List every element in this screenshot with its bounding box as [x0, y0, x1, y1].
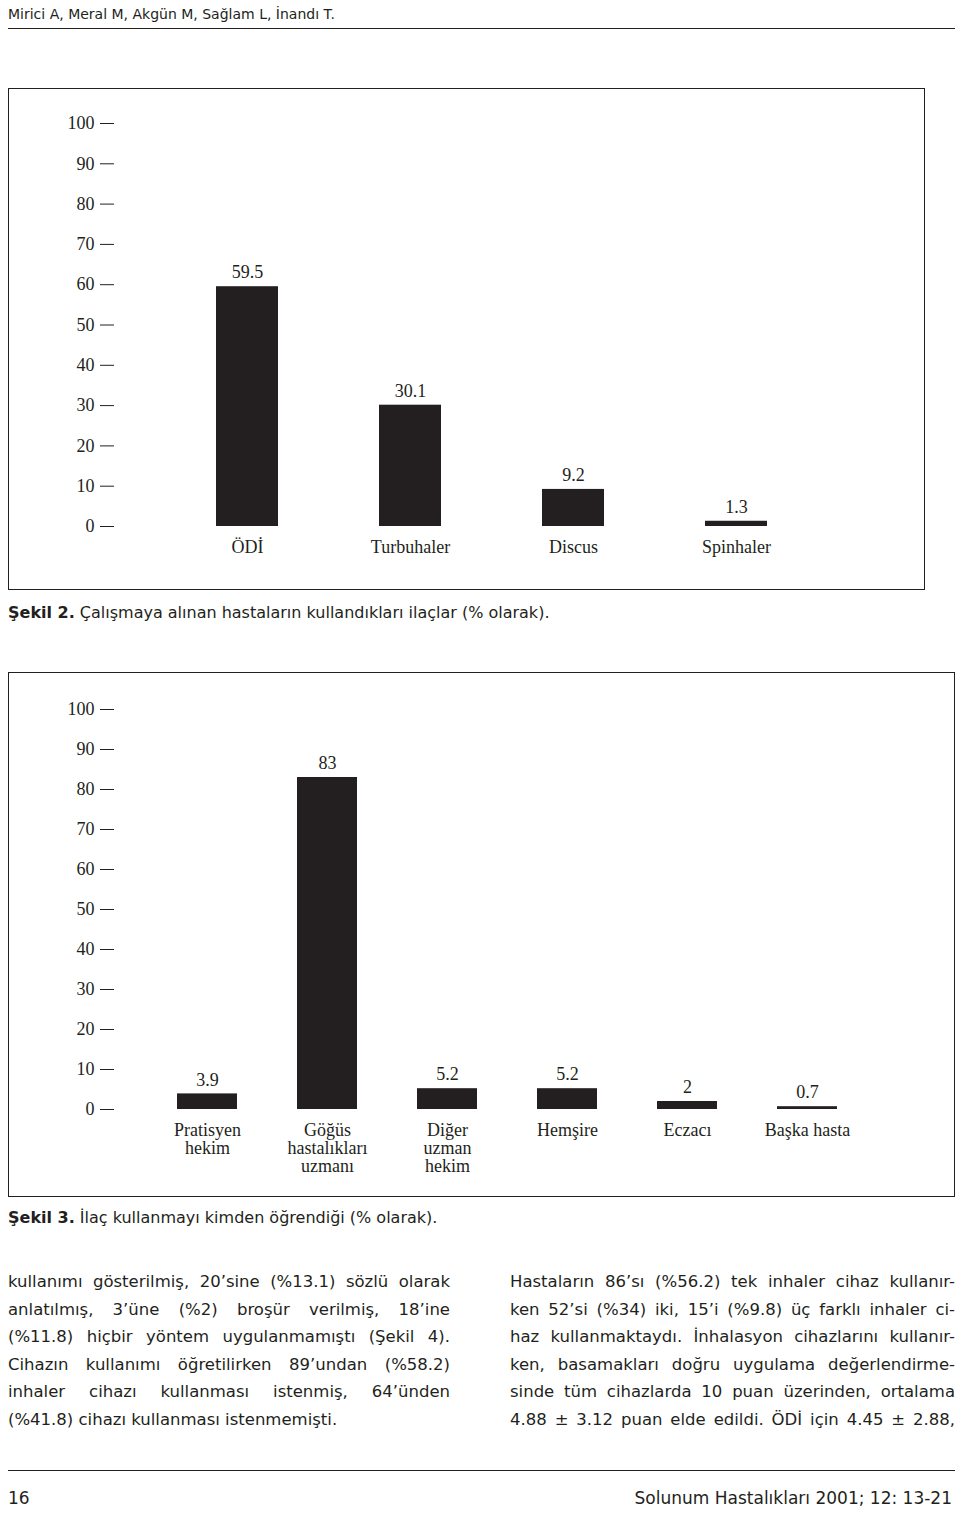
svg-text:30: 30	[77, 395, 95, 415]
svg-text:60: 60	[77, 859, 95, 879]
svg-text:Pratisyenhekim: Pratisyenhekim	[174, 1120, 241, 1158]
svg-text:59.5: 59.5	[232, 262, 264, 282]
html-text:Şekil 3. İlaç kullanmayı kimde: Şekil 3. İlaç kullanmayı kimden öğrendiğ…	[8, 1208, 438, 1227]
svg-text:0.7: 0.7	[796, 1082, 819, 1102]
svg-text:10: 10	[77, 476, 95, 496]
svg-text:Başka hasta: Başka hasta	[765, 1120, 850, 1140]
svg-text:2: 2	[683, 1077, 692, 1097]
svg-text:Turbuhaler: Turbuhaler	[371, 537, 450, 557]
html-text:Cihazın kullanımı öğretilirken: Cihazın kullanımı öğretilirken 89’undan …	[8, 1354, 450, 1374]
svg-text:50: 50	[77, 315, 95, 335]
html-text:ken, basamakları doğru uygulam: ken, basamakları doğru uygulama değerlen…	[510, 1354, 955, 1374]
html-text:kullanımı gösterilmiş, 20’sine: kullanımı gösterilmiş, 20’sine (%13.1) s…	[8, 1272, 450, 1291]
html-text:sinde tüm cihazlarda 10 puan ü: sinde tüm cihazlarda 10 puan üzerinden, …	[510, 1382, 955, 1401]
svg-text:ÖDİ: ÖDİ	[232, 537, 264, 557]
svg-text:9.2: 9.2	[562, 465, 585, 485]
svg-text:80: 80	[77, 779, 95, 799]
svg-text:0: 0	[86, 516, 95, 536]
html-text:16: 16	[8, 1488, 30, 1508]
svg-text:100: 100	[68, 113, 95, 133]
svg-text:40: 40	[77, 355, 95, 375]
svg-text:5.2: 5.2	[436, 1064, 459, 1084]
svg-text:30: 30	[77, 979, 95, 999]
svg-text:Spinhaler: Spinhaler	[702, 537, 771, 557]
svg-text:50: 50	[77, 899, 95, 919]
svg-text:70: 70	[77, 819, 95, 839]
svg-text:100: 100	[68, 699, 95, 719]
html-text:Solunum Hastalıkları 2001; 12:: Solunum Hastalıkları 2001; 12: 13-21	[634, 1488, 952, 1508]
svg-text:60: 60	[77, 274, 95, 294]
svg-text:Discus: Discus	[549, 537, 598, 557]
html-text:haz kullanmaktaydı. İnhalasyon: haz kullanmaktaydı. İnhalasyon cihazları…	[510, 1327, 955, 1346]
svg-text:0: 0	[86, 1099, 95, 1119]
svg-text:1.3: 1.3	[725, 497, 748, 517]
svg-text:80: 80	[77, 194, 95, 214]
svg-text:3.9: 3.9	[196, 1070, 219, 1090]
svg-text:Diğeruzmanhekim: Diğeruzmanhekim	[424, 1120, 472, 1176]
svg-text:20: 20	[77, 1019, 95, 1039]
svg-text:70: 70	[77, 234, 95, 254]
html-text:ken 52’si (%34) iki, 15’i (%9.: ken 52’si (%34) iki, 15’i (%9.8) üç fark…	[510, 1299, 955, 1319]
html-text:Şekil 2. Çalışmaya alınan hast: Şekil 2. Çalışmaya alınan hastaların kul…	[8, 603, 550, 622]
svg-text:20: 20	[77, 436, 95, 456]
html-text:inhaler cihazı kullanması iste: inhaler cihazı kullanması istenmiş, 64’ü…	[8, 1382, 450, 1401]
html-text:Hastaların 86’sı (%56.2) tek i: Hastaların 86’sı (%56.2) tek inhaler cih…	[510, 1272, 955, 1291]
html-text:4.88 ± 3.12 puan elde edildi.: 4.88 ± 3.12 puan elde edildi. ÖDİ için 4…	[510, 1409, 955, 1429]
html-text:(%41.8) cihazı kullanması iste: (%41.8) cihazı kullanması istenmemişti.	[8, 1409, 338, 1429]
svg-text:90: 90	[77, 739, 95, 759]
html-text:(%11.8) hiçbir yöntem uygulanm: (%11.8) hiçbir yöntem uygulanmamıştı (Şe…	[8, 1327, 450, 1346]
html-text:anlatılmış, 3’üne (%2) broşür: anlatılmış, 3’üne (%2) broşür verilmiş, …	[8, 1299, 450, 1319]
html-text:Mirici A, Meral M, Akgün M, Sa: Mirici A, Meral M, Akgün M, Sağlam L, İn…	[8, 6, 335, 22]
svg-text:40: 40	[77, 939, 95, 959]
svg-text:30.1: 30.1	[395, 381, 427, 401]
svg-text:83: 83	[319, 753, 337, 773]
svg-text:90: 90	[77, 154, 95, 174]
svg-text:Eczacı: Eczacı	[664, 1120, 712, 1140]
svg-text:Hemşire: Hemşire	[537, 1120, 598, 1140]
svg-text:5.2: 5.2	[556, 1064, 579, 1084]
svg-text:Göğüshastalıklarıuzmanı: Göğüshastalıklarıuzmanı	[288, 1120, 368, 1176]
svg-text:10: 10	[77, 1059, 95, 1079]
